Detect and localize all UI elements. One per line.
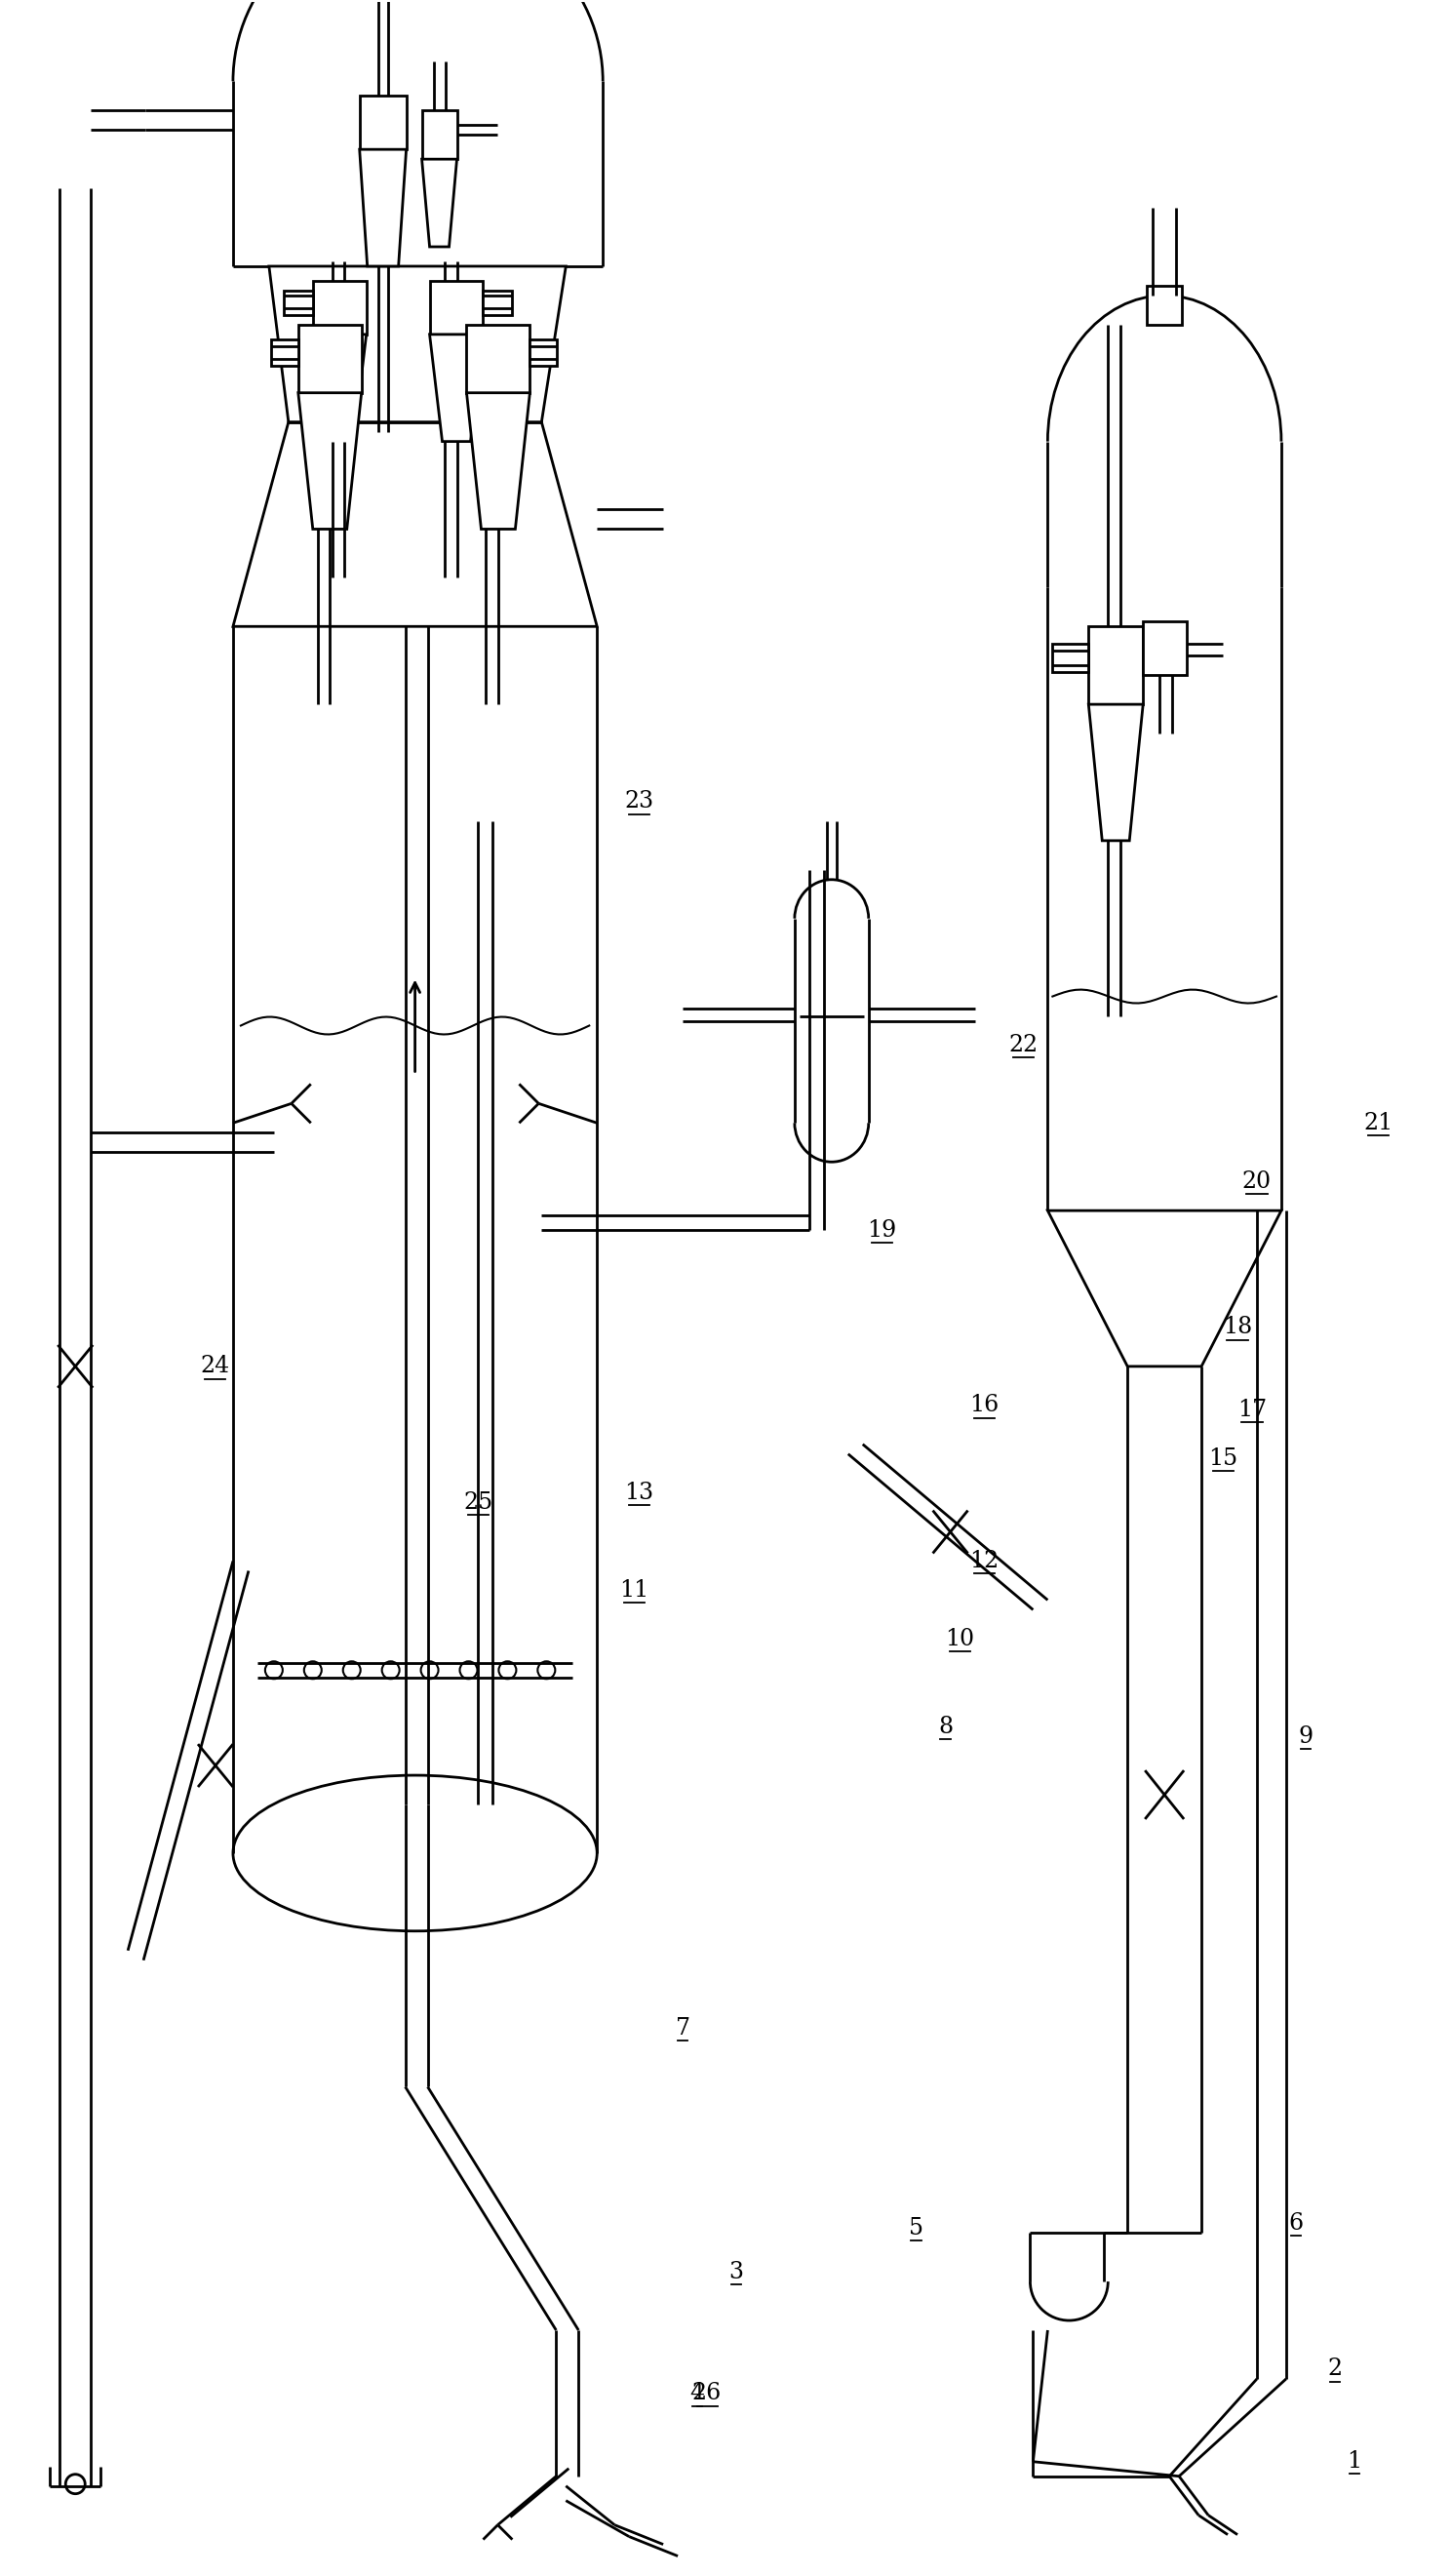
Polygon shape — [422, 160, 457, 247]
Text: 25: 25 — [463, 1492, 493, 1515]
Polygon shape — [360, 149, 406, 265]
Polygon shape — [429, 335, 483, 440]
Polygon shape — [467, 392, 530, 528]
Text: 12: 12 — [969, 1551, 1000, 1571]
Polygon shape — [313, 335, 366, 440]
Bar — [289, 265, 541, 422]
Text: 17: 17 — [1238, 1399, 1267, 1422]
Polygon shape — [234, 422, 596, 626]
Bar — [1146, 286, 1183, 325]
Text: 22: 22 — [1008, 1033, 1037, 1056]
Polygon shape — [1048, 1211, 1281, 1365]
Bar — [422, 111, 457, 160]
Text: 8: 8 — [939, 1716, 953, 1739]
Bar — [271, 340, 299, 366]
Text: 7: 7 — [675, 2017, 691, 2040]
Bar — [1088, 626, 1143, 703]
Polygon shape — [1088, 703, 1143, 840]
Text: 9: 9 — [1299, 1726, 1313, 1747]
Bar — [313, 281, 366, 335]
Bar — [530, 340, 557, 366]
Text: 2: 2 — [1328, 2357, 1342, 2380]
Ellipse shape — [234, 1775, 596, 1932]
Text: 5: 5 — [908, 2218, 924, 2239]
Text: 13: 13 — [624, 1481, 653, 1504]
Bar — [299, 325, 361, 392]
Text: 3: 3 — [728, 2262, 743, 2282]
Text: 4: 4 — [689, 2383, 705, 2406]
Text: 16: 16 — [969, 1394, 1000, 1417]
Text: 6: 6 — [1288, 2213, 1303, 2233]
Text: 24: 24 — [200, 1355, 231, 1378]
Bar — [360, 95, 406, 149]
Bar — [1052, 644, 1088, 672]
Polygon shape — [268, 265, 566, 422]
Bar — [283, 291, 313, 314]
Text: 1: 1 — [1347, 2450, 1361, 2473]
Bar — [483, 291, 512, 314]
Text: 26: 26 — [692, 2383, 721, 2406]
Text: 21: 21 — [1364, 1113, 1393, 1133]
Bar — [467, 325, 530, 392]
Bar — [429, 281, 483, 335]
Text: 18: 18 — [1223, 1316, 1252, 1340]
Text: 23: 23 — [624, 791, 653, 814]
Text: 20: 20 — [1242, 1170, 1271, 1193]
Bar — [1143, 621, 1187, 675]
Text: 15: 15 — [1209, 1448, 1238, 1471]
Text: 10: 10 — [946, 1628, 975, 1651]
Text: 19: 19 — [868, 1218, 897, 1242]
Polygon shape — [299, 392, 361, 528]
Text: 11: 11 — [620, 1579, 649, 1602]
